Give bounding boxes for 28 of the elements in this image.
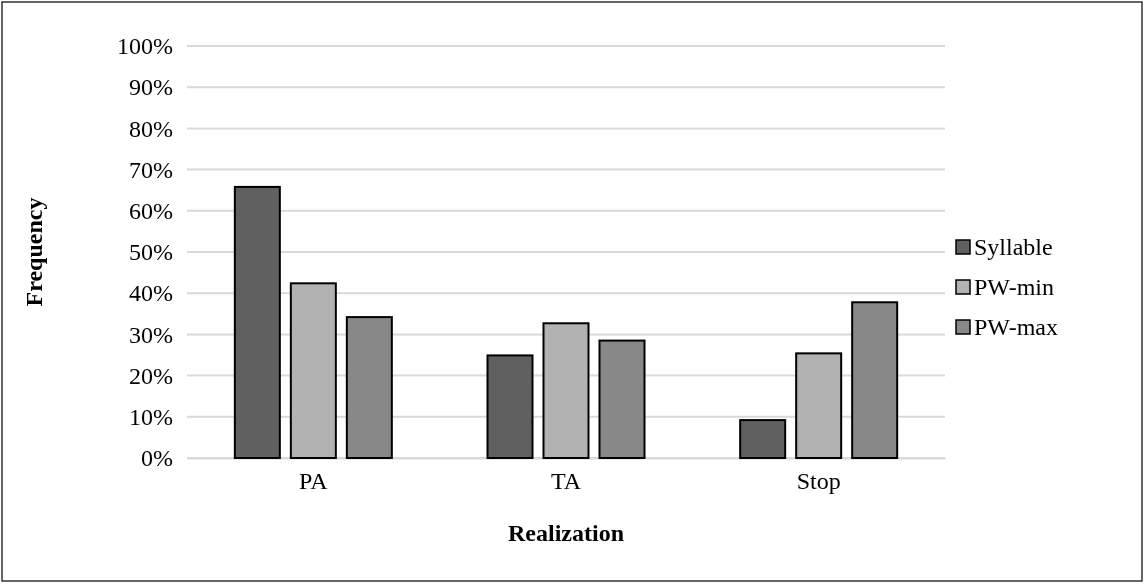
y-axis-title: Frequency	[21, 197, 47, 307]
legend-label: PW-max	[974, 314, 1058, 340]
y-tick-label: 30%	[129, 321, 173, 348]
x-tick-label: TA	[550, 468, 582, 495]
bar	[345, 316, 393, 459]
bar	[598, 339, 646, 459]
bar	[233, 185, 281, 459]
bar	[542, 322, 590, 459]
bar	[851, 301, 899, 459]
y-tick-label: 50%	[129, 239, 173, 266]
y-tick-label: 90%	[129, 74, 173, 101]
bar	[739, 419, 787, 459]
y-tick-label: 10%	[129, 403, 173, 430]
x-axis-title: Realization	[508, 520, 624, 546]
y-tick-label: 60%	[129, 197, 173, 224]
y-tick-label: 0%	[141, 445, 173, 472]
x-tick-label: PA	[299, 468, 329, 495]
y-tick-label: 20%	[129, 362, 173, 389]
legend-label: Syllable	[974, 234, 1053, 260]
y-tick-label: 40%	[129, 280, 173, 307]
bar	[795, 352, 843, 459]
y-tick-label: 100%	[117, 33, 173, 60]
legend-label: PW-min	[974, 274, 1055, 300]
bar	[289, 282, 337, 459]
x-tick-label: Stop	[796, 468, 841, 495]
y-tick-label: 70%	[129, 156, 173, 183]
y-tick-label: 80%	[129, 115, 173, 142]
bar	[486, 354, 534, 459]
